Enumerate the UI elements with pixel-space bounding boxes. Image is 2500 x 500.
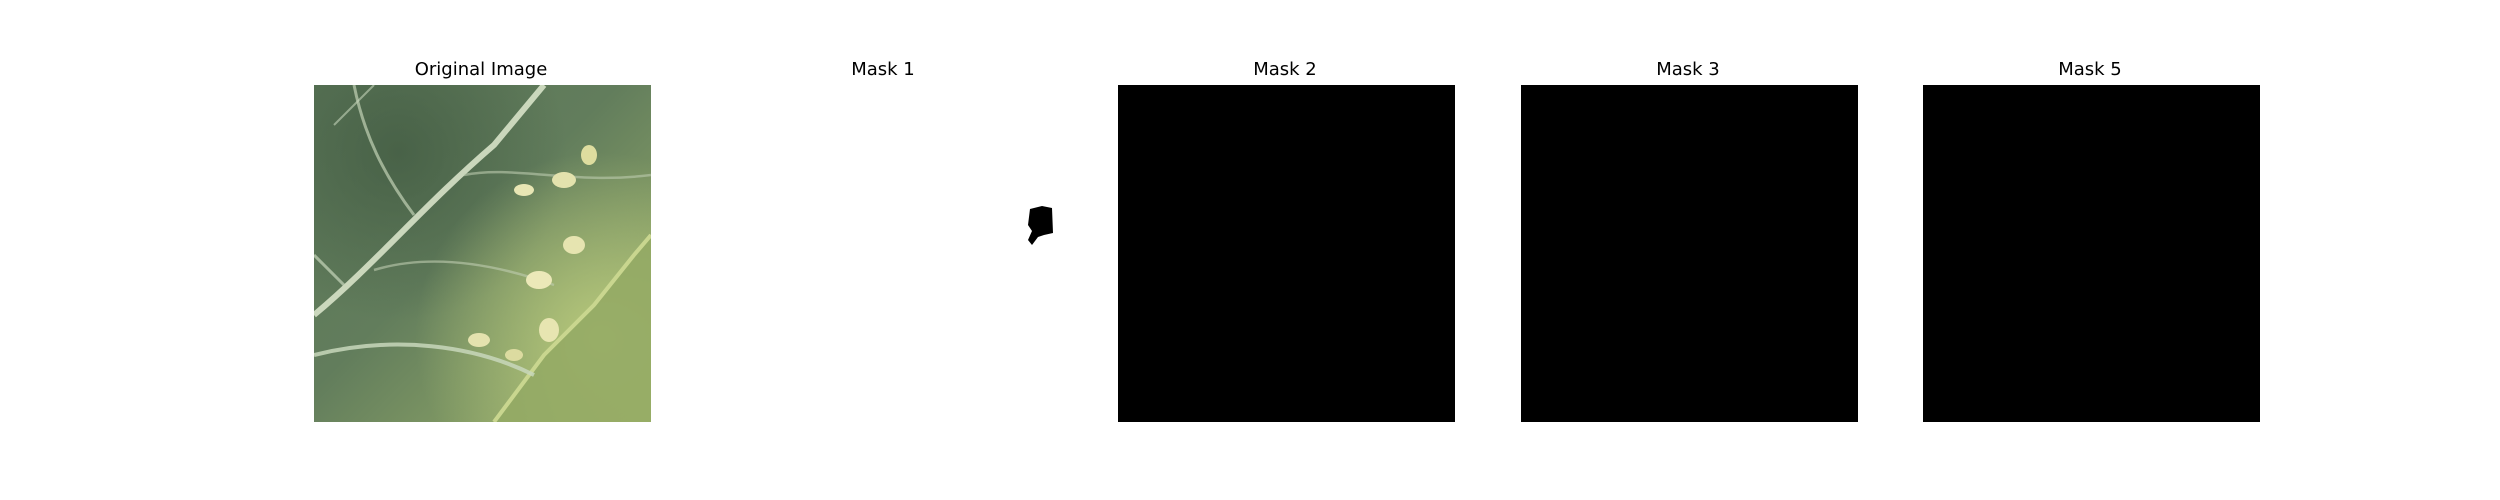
mask-1-image bbox=[716, 85, 1053, 422]
mask-5-image bbox=[1923, 85, 2260, 422]
original-leaf-image bbox=[314, 85, 651, 422]
leaf-photo-icon bbox=[314, 85, 651, 422]
mask-3-image bbox=[1521, 85, 1858, 422]
panel-title-mask-5: Mask 5 bbox=[2058, 59, 2122, 80]
panel-title-mask-2: Mask 2 bbox=[1253, 59, 1317, 80]
panel-title-mask-3: Mask 3 bbox=[1656, 59, 1720, 80]
mask-blob-icon bbox=[716, 85, 1053, 422]
mask-2-image bbox=[1118, 85, 1455, 422]
panel-title-mask-1: Mask 1 bbox=[851, 59, 915, 80]
panel-title-original: Original Image bbox=[414, 59, 548, 80]
